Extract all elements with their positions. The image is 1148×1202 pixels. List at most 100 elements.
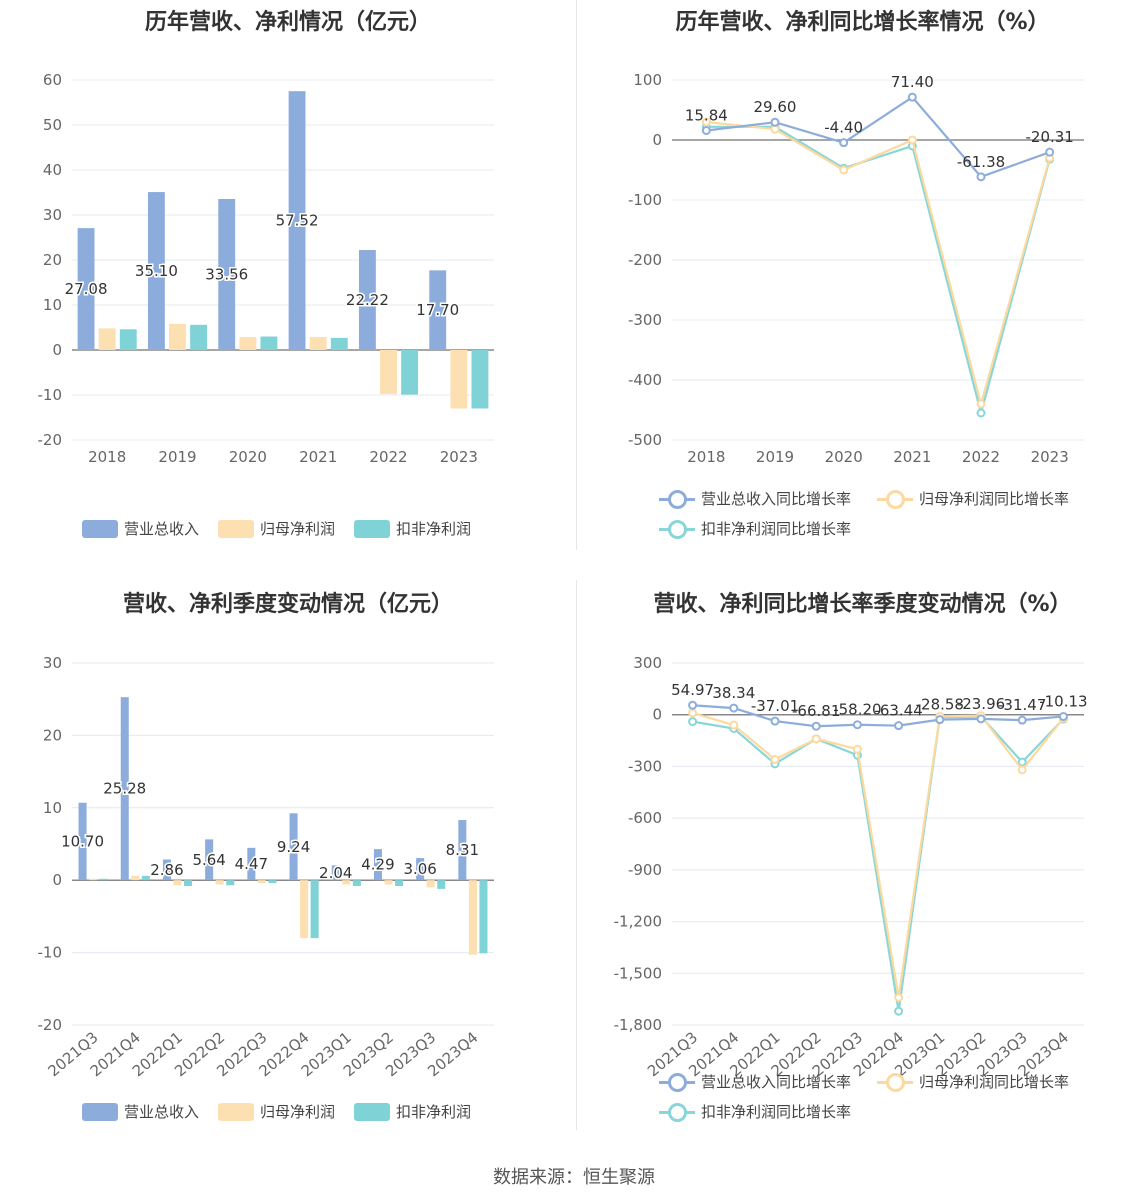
- point-revenue-growth: [976, 172, 986, 182]
- bar-revenue: [458, 820, 467, 881]
- bar-deducted-profit: [268, 880, 277, 884]
- legend-item[interactable]: 扣非净利润同比增长率: [659, 518, 851, 539]
- data-label: 38.34: [712, 684, 755, 702]
- data-label: 15.84: [685, 106, 728, 124]
- data-label: 3.06: [403, 860, 436, 878]
- bar-deducted-profit: [401, 350, 419, 395]
- bar-deducted-profit: [310, 880, 319, 939]
- data-label: -66.81: [792, 702, 840, 720]
- point-deducted-growth: [894, 1006, 904, 1016]
- series-line-parent-growth: [706, 120, 1051, 409]
- chart-title: 营收、净利同比增长率季度变动情况（%）: [653, 592, 1072, 617]
- bar-deducted-profit: [190, 324, 208, 350]
- data-label: 35.10: [135, 262, 178, 280]
- series-line-revenue-growth: [706, 95, 1051, 179]
- data-source: 数据来源：恒生聚源: [493, 1167, 655, 1188]
- legend-item[interactable]: 营业总收入: [82, 1101, 199, 1122]
- y-tick-label: -900: [628, 861, 662, 879]
- data-label: 5.64: [192, 851, 225, 869]
- bar-parent-profit: [450, 350, 468, 409]
- y-tick-label: 30: [43, 206, 62, 224]
- legend-line-icon: [659, 1072, 695, 1092]
- point-parent-growth: [770, 124, 780, 134]
- legend-item[interactable]: 扣非净利润: [354, 1101, 471, 1122]
- bar-revenue: [218, 198, 236, 350]
- bar-parent-profit: [384, 880, 393, 885]
- legend-label: 归母净利润: [260, 520, 336, 538]
- bar-revenue: [288, 91, 306, 350]
- x-tick-label: 2023: [1031, 448, 1069, 466]
- x-tick-label: 2018: [687, 448, 725, 466]
- y-tick-label: -1,200: [614, 913, 662, 931]
- bar-revenue: [247, 847, 256, 881]
- chart-title: 历年营收、净利同比增长率情况（%）: [675, 10, 1050, 35]
- y-tick-label: -600: [628, 809, 662, 827]
- data-label: 4.47: [235, 855, 268, 873]
- legend-item[interactable]: 归母净利润同比增长率: [877, 1071, 1069, 1092]
- legend-item[interactable]: 扣非净利润同比增长率: [659, 1101, 851, 1122]
- bar-deducted-profit: [184, 880, 193, 886]
- bar-deducted-profit: [99, 878, 108, 881]
- bar-parent-profit: [98, 328, 116, 350]
- point-parent-growth: [688, 708, 698, 718]
- x-tick-label: 2018: [88, 448, 126, 466]
- y-tick-label: -100: [628, 191, 662, 209]
- data-label: 9.24: [277, 838, 310, 856]
- y-tick-label: 0: [52, 341, 62, 359]
- y-tick-label: -200: [628, 251, 662, 269]
- point-revenue-growth: [1017, 715, 1027, 725]
- legend-item[interactable]: 营业总收入: [82, 518, 199, 539]
- point-revenue-growth: [1045, 147, 1055, 157]
- legend-label: 营业总收入同比增长率: [701, 1073, 852, 1091]
- legend-item[interactable]: 归母净利润: [218, 1101, 335, 1122]
- chart-title: 历年营收、净利情况（亿元）: [144, 10, 431, 35]
- legend-item[interactable]: 归母净利润同比增长率: [877, 488, 1069, 509]
- y-tick-label: -400: [628, 371, 662, 389]
- y-tick-label: -300: [628, 311, 662, 329]
- bar-parent-profit: [380, 350, 397, 395]
- legend-label: 扣非净利润: [396, 520, 472, 538]
- data-label: 2.04: [319, 864, 352, 882]
- series-line-revenue-growth: [692, 704, 1064, 728]
- data-label: 17.70: [416, 301, 459, 319]
- point-parent-growth: [894, 992, 904, 1002]
- bar-deducted-profit: [395, 880, 404, 886]
- bar-deducted-profit: [260, 336, 278, 350]
- bar-revenue: [120, 697, 129, 881]
- point-deducted-growth: [688, 717, 698, 727]
- point-deducted-growth: [976, 408, 986, 418]
- x-tick-label: 2019: [756, 448, 794, 466]
- data-label: -28.58: [916, 696, 964, 714]
- point-revenue-growth: [1058, 711, 1068, 721]
- legend-item[interactable]: 归母净利润: [218, 518, 335, 539]
- data-label: 54.97: [671, 681, 714, 699]
- point-parent-growth: [729, 720, 739, 730]
- bar-revenue: [331, 865, 340, 881]
- legend: 营业总收入 归母净利润 扣非净利润: [0, 516, 576, 546]
- data-label: -23.96: [957, 695, 1005, 713]
- chart-panel-annual-values: 历年营收、净利情况（亿元） 60 50 40 30 20 10 0 -10 -20 27.08 35…: [0, 0, 576, 560]
- legend-item[interactable]: 营业总收入同比增长率: [659, 488, 851, 509]
- bar-parent-profit: [300, 880, 309, 939]
- legend-item[interactable]: 扣非净利润: [354, 518, 471, 539]
- legend-label: 归母净利润同比增长率: [919, 490, 1070, 508]
- data-label: 25.28: [103, 780, 146, 798]
- bar-revenue: [416, 858, 425, 881]
- y-tick-label: 20: [43, 251, 62, 269]
- data-label: -61.38: [957, 153, 1005, 171]
- y-tick-label: 40: [43, 161, 62, 179]
- legend-label: 营业总收入: [124, 1103, 200, 1121]
- point-revenue-growth: [839, 138, 849, 148]
- bar-parent-profit: [468, 880, 477, 955]
- bar-parent-profit: [215, 880, 224, 885]
- bar-deducted-profit: [471, 350, 489, 409]
- legend-swatch: [218, 1102, 254, 1121]
- point-revenue-growth: [935, 715, 945, 725]
- divider: [576, 0, 577, 550]
- legend-label: 归母净利润: [260, 1103, 336, 1121]
- x-tick-label: 2019: [158, 448, 196, 466]
- x-tick-label: 2022: [962, 448, 1000, 466]
- legend-label: 营业总收入: [124, 520, 200, 538]
- data-label: -63.44: [874, 702, 922, 720]
- legend-item[interactable]: 营业总收入同比增长率: [659, 1071, 851, 1092]
